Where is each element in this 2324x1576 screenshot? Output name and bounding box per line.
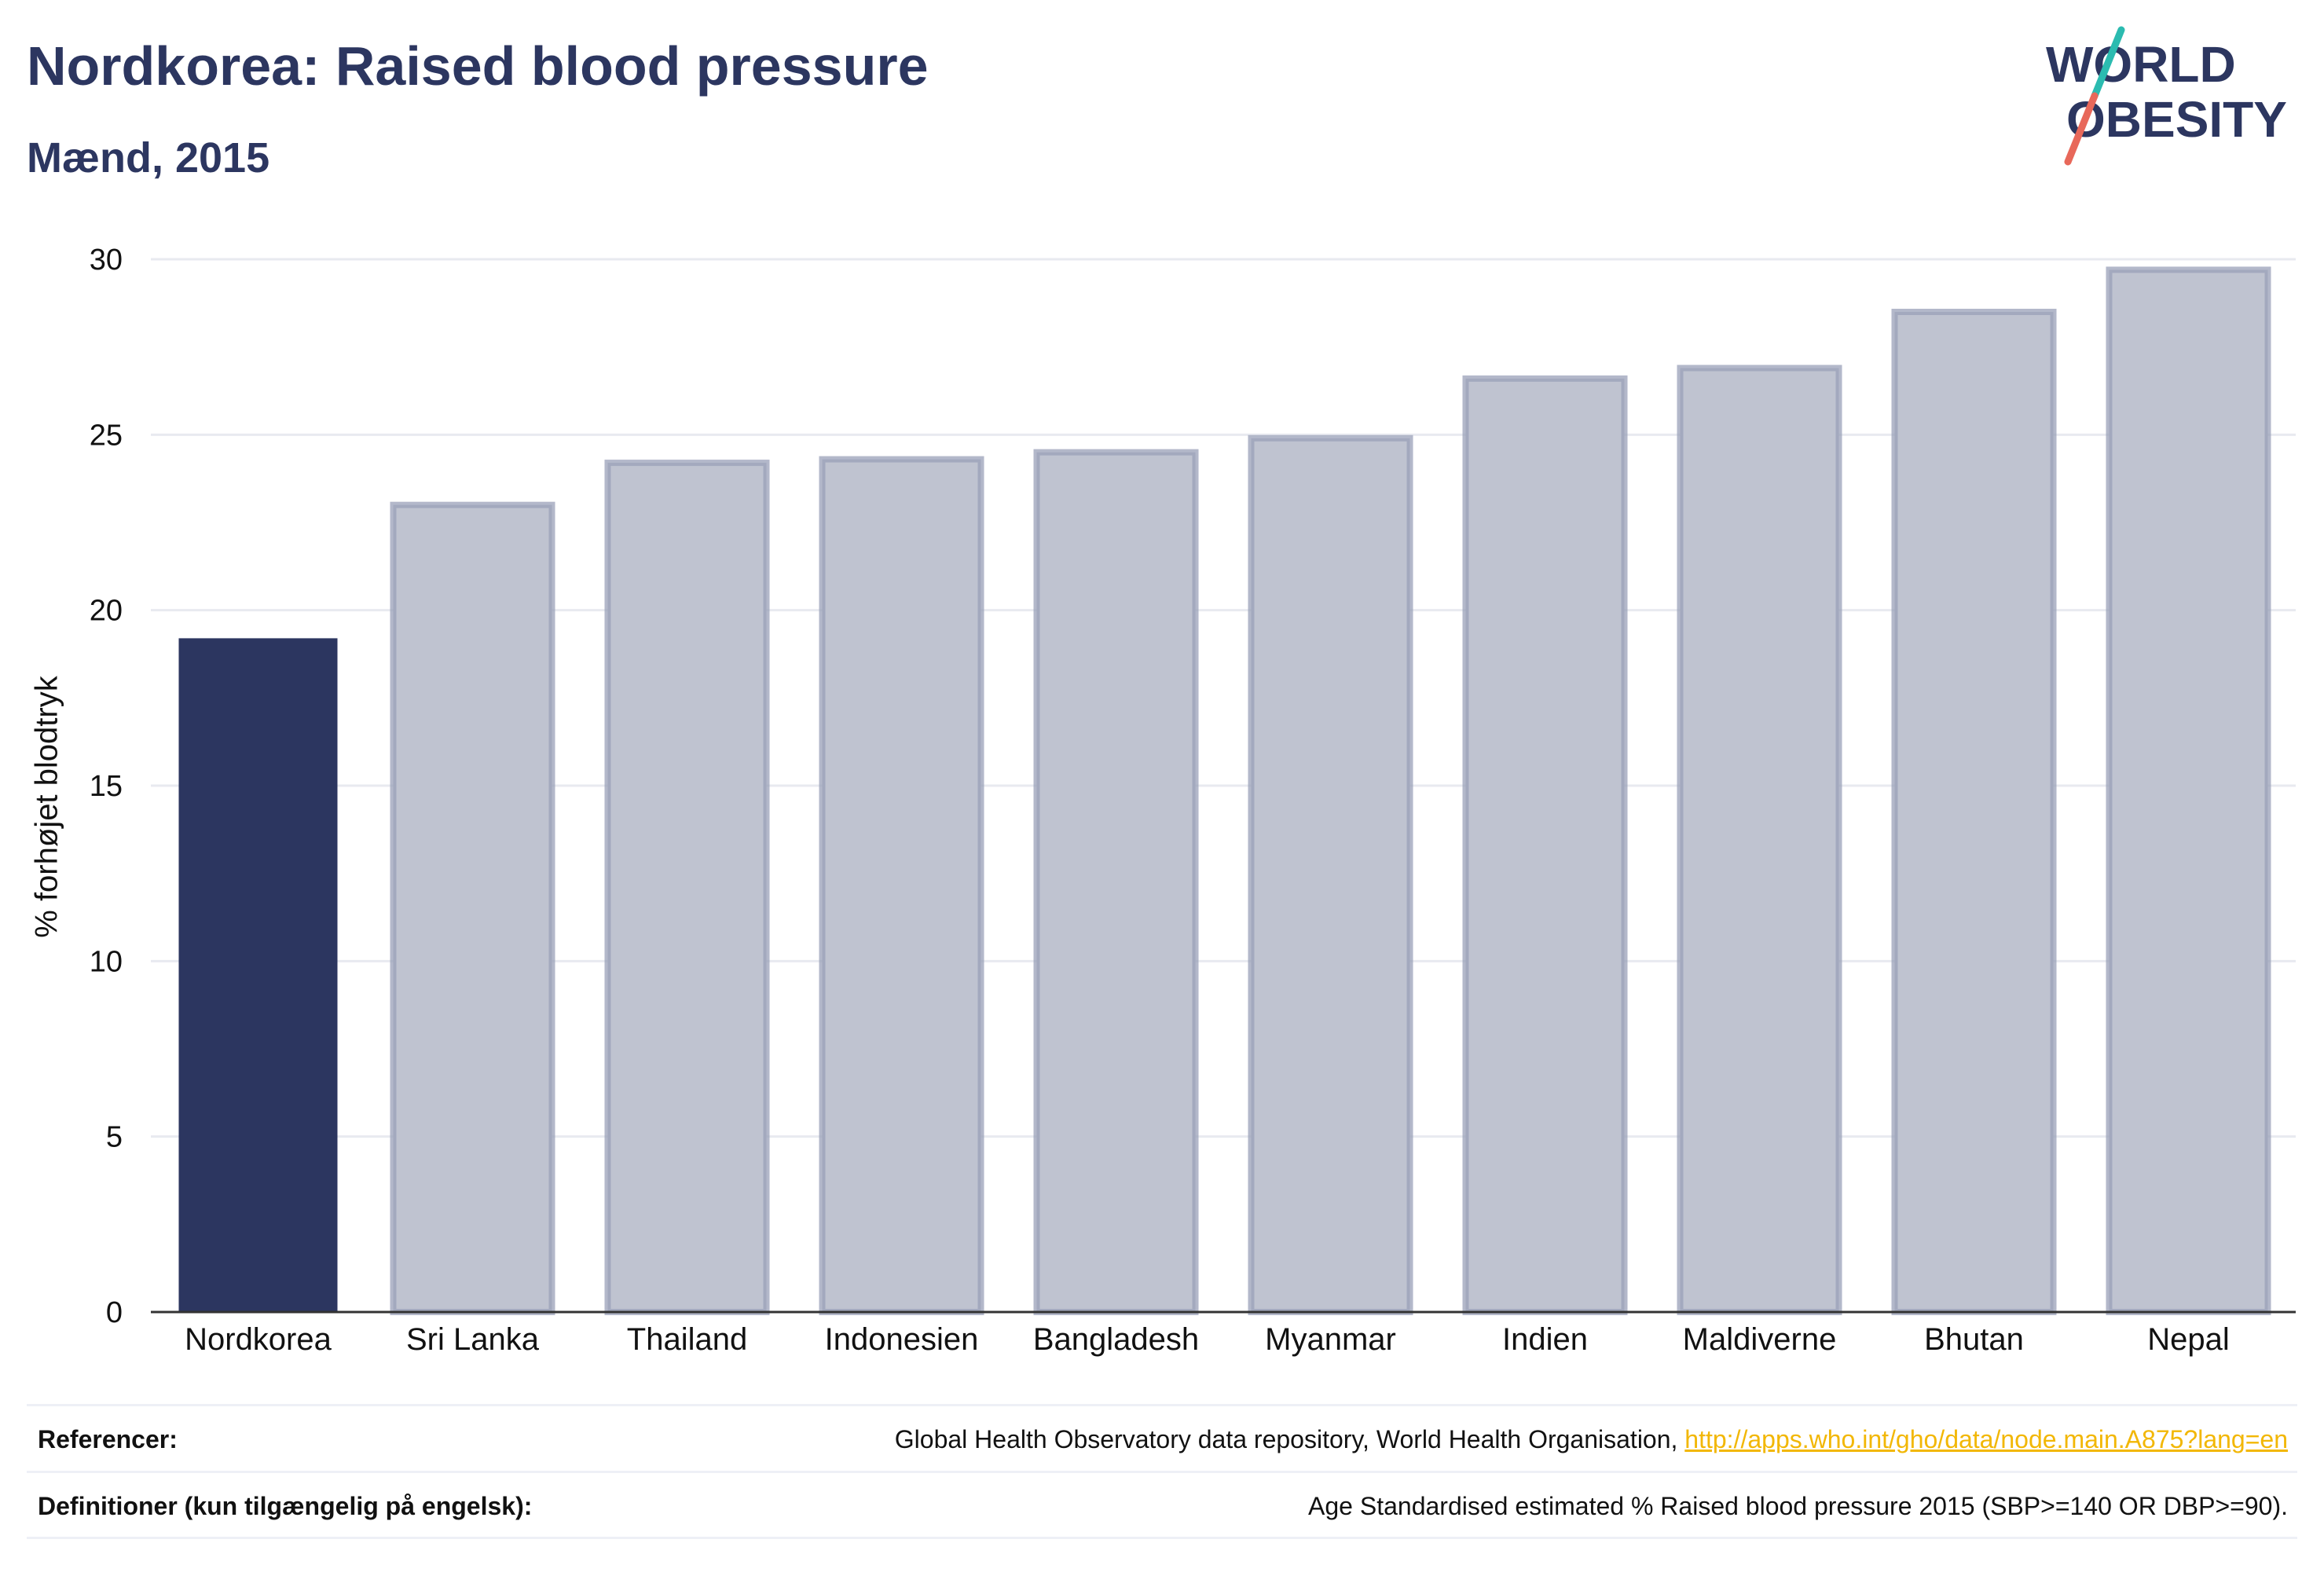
footer-divider-middle <box>27 1471 2297 1473</box>
x-tick-label: Myanmar <box>1265 1322 1396 1357</box>
bar-highlight <box>178 638 338 1312</box>
footer-divider-bottom <box>27 1537 2297 1539</box>
x-tick-label: Indien <box>1502 1322 1588 1357</box>
y-tick-label: 20 <box>90 595 123 628</box>
bar-chart: 0 5 10 15 20 25 30 Nordkorea Sri Lanka Thailand In… <box>90 244 2296 1357</box>
bar <box>1677 365 1842 1315</box>
footer-divider-top <box>27 1404 2297 1406</box>
references-label: Referencer: <box>38 1424 178 1453</box>
logo-slash-teal <box>2091 26 2125 100</box>
references-value: Global Health Observatory data repositor… <box>895 1425 2297 1454</box>
logo-slash-red <box>2064 92 2099 166</box>
y-tick-label: 15 <box>90 770 123 803</box>
axis-layer: 0 5 10 15 20 25 30 Nordkorea Sri Lanka Thailand In… <box>90 244 2296 1357</box>
bar <box>390 501 555 1316</box>
bar-layer <box>178 266 2271 1316</box>
bar <box>1891 309 2057 1315</box>
references-text: Global Health Observatory data repositor… <box>894 1424 1685 1453</box>
x-tick-label: Nepal <box>2147 1322 2230 1357</box>
x-tick-label: Maldiverne <box>1683 1322 1837 1357</box>
bar <box>1033 449 1199 1316</box>
page-subtitle: Mænd, 2015 <box>27 134 270 181</box>
y-tick-label: 10 <box>90 945 123 978</box>
definitions-label: Definitioner (kun tilgængelig på engelsk… <box>38 1491 533 1520</box>
bar <box>604 460 770 1315</box>
x-tick-label: Indonesien <box>825 1322 979 1357</box>
x-tick-label: Bangladesh <box>1033 1322 1199 1357</box>
page-title: Nordkorea: Raised blood pressure <box>27 35 929 97</box>
y-tick-label: 0 <box>106 1296 123 1329</box>
x-tick-label: Thailand <box>627 1322 747 1357</box>
bar <box>2106 266 2271 1315</box>
y-axis-label: % forhøjet blodtryk <box>29 676 64 938</box>
footer-references-row: Referencer: Global Health Observatory da… <box>27 1406 2297 1472</box>
bar <box>1248 434 1413 1315</box>
x-tick-label: Sri Lanka <box>406 1322 540 1357</box>
bar <box>1462 375 1628 1315</box>
y-tick-label: 25 <box>90 419 123 452</box>
y-tick-label: 5 <box>106 1121 123 1154</box>
footer-definitions-row: Definitioner (kun tilgængelig på engelsk… <box>27 1473 2297 1539</box>
x-tick-label: Bhutan <box>1924 1322 2024 1357</box>
logo-word-world: WORLD <box>2046 36 2236 93</box>
logo-word-obesity: OBESITY <box>2066 91 2287 148</box>
definitions-value: Age Standardised estimated % Raised bloo… <box>1308 1491 2288 1520</box>
references-link[interactable]: http://apps.who.int/gho/data/node.main.A… <box>1684 1424 2288 1453</box>
x-tick-label: Nordkorea <box>185 1322 332 1357</box>
bar <box>819 456 984 1315</box>
y-tick-label: 30 <box>90 244 123 277</box>
world-obesity-logo: WORLD OBESITY <box>2046 26 2287 166</box>
